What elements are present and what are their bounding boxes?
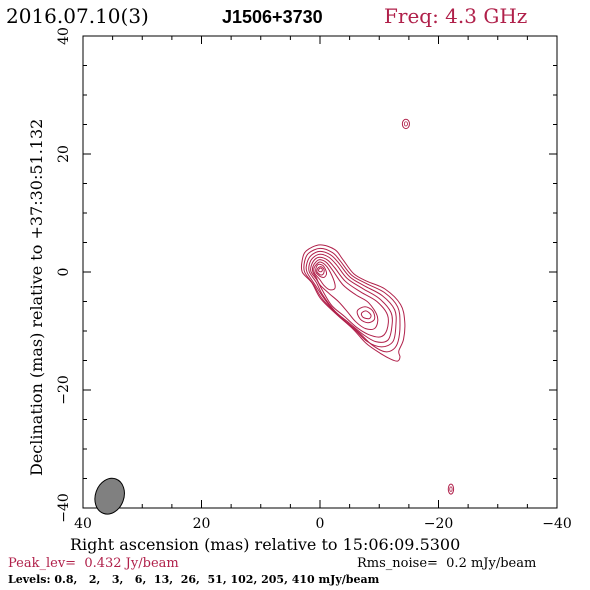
contour-4	[308, 253, 393, 343]
y-tick-label: −20	[56, 375, 72, 405]
x-axis-label: Right ascension (mas) relative to 15:06:…	[70, 535, 460, 554]
contour-8	[315, 263, 328, 279]
y-tick-label: 40	[56, 27, 72, 45]
contour-island-inner	[403, 121, 408, 127]
rms-noise: Rms_noise= 0.2 mJy/beam	[357, 556, 536, 571]
y-tick-labels: −40 −20 0 20 40	[56, 27, 72, 523]
contour-2	[303, 247, 401, 353]
beam-shape	[94, 477, 125, 515]
x-tick-label: 20	[193, 516, 211, 532]
y-tick-label: −40	[56, 493, 72, 523]
peak-level: Peak_lev= 0.432 Jy/beam	[8, 556, 179, 571]
contour-6	[311, 259, 379, 330]
contour-10	[317, 267, 323, 273]
contour-12	[360, 310, 372, 320]
contour-island	[401, 118, 410, 130]
contour-9	[316, 266, 325, 276]
x-tick-label: 0	[316, 516, 325, 532]
y-axis-label: Declination (mas) relative to +37:30:51.…	[27, 119, 46, 476]
axis-ticks	[82, 35, 558, 509]
contour-3	[305, 250, 397, 348]
x-tick-label: −40	[542, 516, 572, 532]
contour-1	[300, 244, 406, 362]
contour-levels: Levels: 0.8, 2, 3, 6, 13, 26, 51, 102, 2…	[8, 573, 380, 586]
x-tick-labels: 40 20 0 −20 −40	[74, 516, 572, 532]
contour-island-inner	[449, 486, 453, 492]
contour-7	[313, 261, 336, 291]
y-tick-label: 20	[56, 145, 72, 163]
frequency-label: Freq: 4.3 GHz	[384, 4, 527, 28]
observation-date: 2016.07.10(3)	[6, 4, 149, 28]
y-tick-label: 0	[56, 268, 72, 277]
contour-island	[447, 483, 455, 495]
x-tick-label: 40	[74, 516, 92, 532]
contour-11	[356, 306, 376, 324]
contour-lines	[300, 118, 455, 495]
source-name: J1506+3730	[222, 7, 323, 27]
contour-5	[310, 256, 389, 338]
beam-ellipse	[94, 477, 125, 515]
x-tick-label: −20	[424, 516, 454, 532]
